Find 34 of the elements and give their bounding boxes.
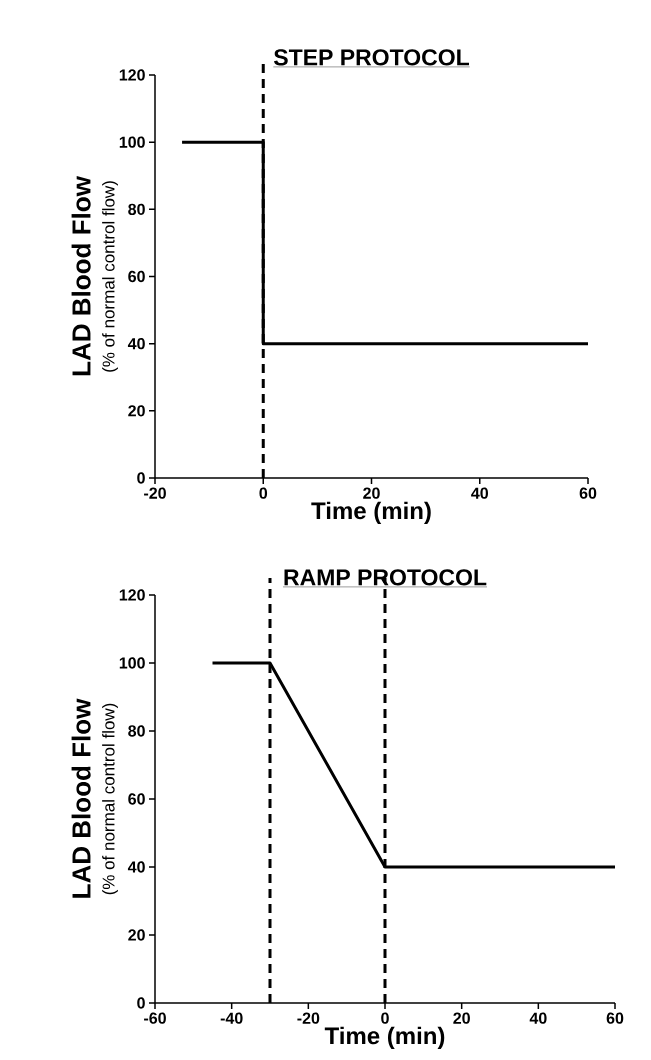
text: (% of normal control flow) bbox=[102, 181, 118, 372]
text: (% of normal control flow) bbox=[102, 703, 118, 895]
x-tick-label: -20 bbox=[297, 1012, 320, 1024]
y-tick-label: 60 bbox=[128, 793, 145, 805]
y-axis-title: LAD Blood Flow bbox=[71, 176, 91, 376]
y-tick-label: 120 bbox=[119, 69, 145, 81]
x-tick-label: 40 bbox=[529, 1012, 547, 1024]
x-tick-label: 60 bbox=[579, 487, 597, 499]
y-tick-label: 40 bbox=[127, 337, 145, 350]
y-tick-label: 100 bbox=[119, 136, 145, 148]
y-tick-label: 0 bbox=[137, 997, 145, 1009]
y-tick-label: 40 bbox=[127, 861, 145, 873]
y-axis-title: LAD Blood Flow bbox=[71, 698, 91, 898]
y-tick-label: 20 bbox=[128, 929, 145, 941]
x-tick-label: 60 bbox=[606, 1012, 624, 1024]
x-tick-label: -20 bbox=[144, 487, 166, 499]
y-tick-label: 120 bbox=[119, 589, 145, 601]
y-tick-label: 0 bbox=[137, 472, 145, 484]
chart-title: STEP PROTOCOL bbox=[273, 49, 469, 66]
y-tick-label: 20 bbox=[128, 405, 145, 417]
x-tick-label: 0 bbox=[259, 487, 268, 499]
chart-title: RAMP PROTOCOL bbox=[284, 569, 487, 586]
x-tick-label: -40 bbox=[220, 1012, 243, 1024]
x-tick-label: 40 bbox=[471, 487, 488, 499]
y-tick-label: 80 bbox=[128, 203, 145, 215]
x-tick-label: -60 bbox=[144, 1012, 166, 1024]
x-axis-title: Time (min) bbox=[311, 501, 431, 525]
y-tick-label: 80 bbox=[128, 725, 145, 737]
x-tick-label: 20 bbox=[363, 487, 380, 499]
x-axis-title: Time (min) bbox=[324, 1026, 445, 1050]
y-tick-label: 60 bbox=[128, 270, 145, 283]
x-tick-label: 20 bbox=[453, 1012, 470, 1024]
x-tick-label: 0 bbox=[381, 1012, 389, 1024]
y-tick-label: 100 bbox=[119, 657, 145, 669]
